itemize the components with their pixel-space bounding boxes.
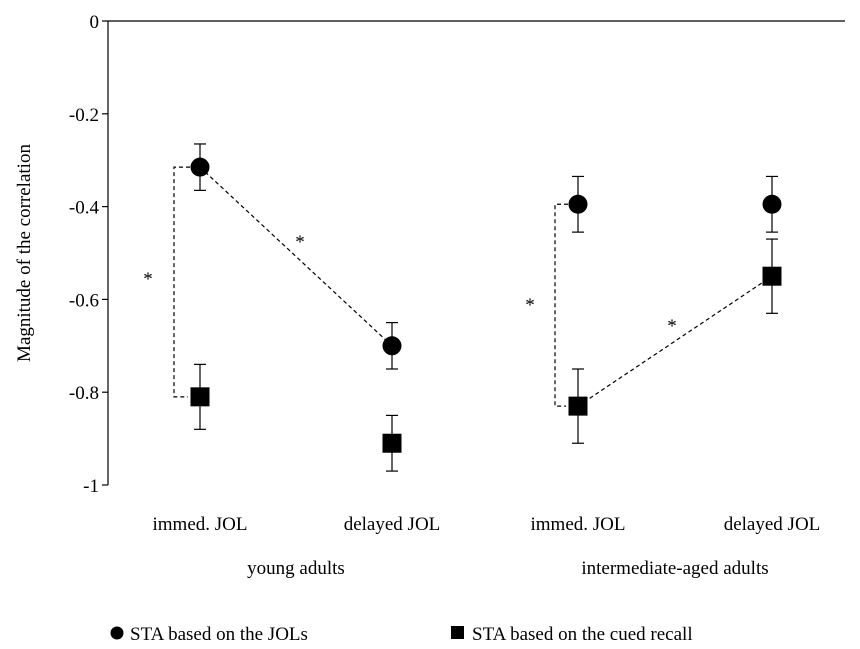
bracket-young-immed: [173, 166, 190, 398]
group-label: young adults: [247, 558, 345, 579]
x-tick-label: immed. JOL: [531, 514, 626, 535]
significance-star: *: [525, 295, 535, 316]
connector-intermediate-recall: [577, 275, 773, 407]
x-tick-label: immed. JOL: [153, 514, 248, 535]
x-tick-label: delayed JOL: [344, 514, 441, 535]
legend-label-cued-recall: STA based on the cued recall: [472, 624, 693, 645]
legend-square-icon: [451, 626, 464, 639]
axes: [102, 20, 845, 486]
point-jols: [190, 157, 210, 177]
y-tick-label: -0.2: [69, 105, 99, 126]
y-tick-label: -0.4: [69, 198, 100, 219]
bracket-intermediate-immed: [554, 203, 568, 407]
legend-label-jols: STA based on the JOLs: [130, 624, 308, 645]
significance-star: *: [295, 232, 305, 253]
legend-circle-icon: [110, 626, 124, 640]
point-jols: [382, 336, 402, 356]
y-tick-label: -0.6: [69, 290, 99, 311]
y-tick-label: -0.8: [69, 383, 99, 404]
x-tick-label: delayed JOL: [724, 514, 821, 535]
connector-young-jols: [199, 166, 393, 347]
point-jols: [762, 194, 782, 214]
significance-brackets: [173, 166, 773, 407]
legend: STA based on the JOLs STA based on the cu…: [110, 624, 693, 645]
group-label: intermediate-aged adults: [581, 558, 768, 579]
labels: 0 -0.2 -0.4 -0.6 -0.8 -1 Magnitude of the corr…: [14, 12, 820, 579]
point-cued-recall: [568, 396, 588, 416]
point-cued-recall: [762, 266, 782, 286]
point-jols: [568, 194, 588, 214]
point-cued-recall: [382, 433, 402, 453]
y-tick-label: 0: [90, 12, 100, 33]
point-cued-recall: [190, 387, 210, 407]
data-markers: [190, 157, 782, 453]
y-tick-label: -1: [83, 476, 99, 497]
significance-star: *: [667, 316, 677, 337]
y-axis-title: Magnitude of the correlation: [14, 144, 35, 362]
significance-star: *: [143, 269, 153, 290]
error-bars: [194, 143, 778, 472]
